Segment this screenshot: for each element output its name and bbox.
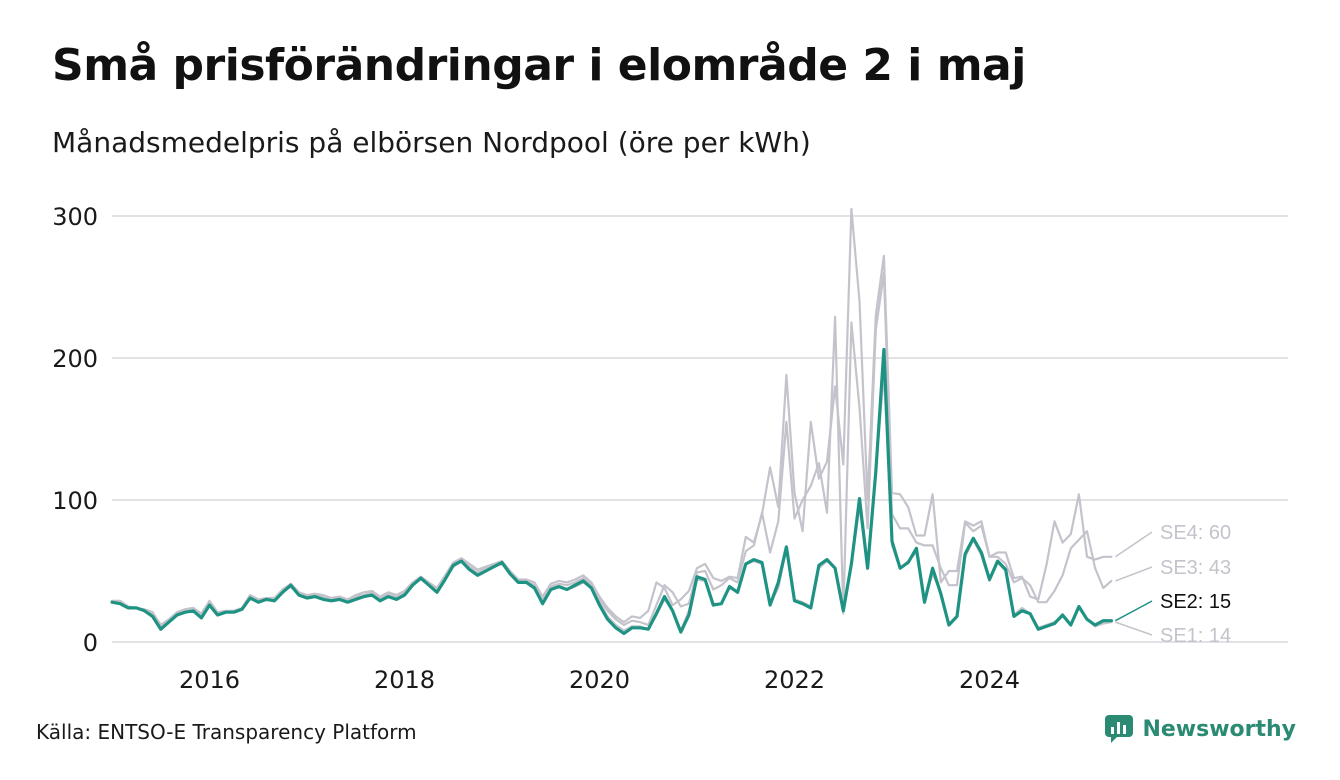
chart-title: Små prisförändringar i elområde 2 i maj xyxy=(52,40,1026,91)
x-axis-ticks: 2016 2018 2020 2022 2024 xyxy=(179,666,1020,694)
series-line-se4 xyxy=(110,207,1113,627)
x-tick-label-2024: 2024 xyxy=(959,666,1020,694)
leader-line-se3 xyxy=(1115,566,1153,582)
x-tick-label-2020: 2020 xyxy=(569,666,630,694)
series-label-se1: SE1: 14 xyxy=(1160,625,1231,647)
leader-line-se1 xyxy=(1115,621,1153,636)
series-line-se2 xyxy=(110,347,1113,636)
chart-subtitle: Månadsmedelpris på elbörsen Nordpool (ör… xyxy=(52,126,811,159)
series-label-se4: SE4: 60 xyxy=(1160,522,1231,544)
leader-line-se4 xyxy=(1114,531,1153,558)
x-tick-label-2022: 2022 xyxy=(764,666,825,694)
y-tick-label-0: 0 xyxy=(83,629,98,657)
leader-line-se2 xyxy=(1115,600,1153,622)
series-labels: SE1: 14 SE2: 15 SE3: 43 SE4: 60 xyxy=(1114,522,1231,647)
series-lines xyxy=(110,207,1113,636)
series-label-se3: SE3: 43 xyxy=(1160,557,1231,579)
gridlines xyxy=(112,215,1288,643)
newsworthy-logo-icon xyxy=(1105,715,1134,743)
y-tick-label-300: 300 xyxy=(52,203,98,231)
x-tick-label-2018: 2018 xyxy=(374,666,435,694)
series-label-se2: SE2: 15 xyxy=(1160,591,1231,613)
y-tick-label-100: 100 xyxy=(52,487,98,515)
brand-logo[interactable]: Newsworthy xyxy=(1104,714,1296,744)
brand-name: Newsworthy xyxy=(1142,716,1296,742)
y-axis-ticks: 0 100 200 300 xyxy=(52,203,98,657)
y-tick-label-200: 200 xyxy=(52,345,98,373)
x-tick-label-2016: 2016 xyxy=(179,666,240,694)
source-note: Källa: ENTSO-E Transparency Platform xyxy=(36,720,417,744)
